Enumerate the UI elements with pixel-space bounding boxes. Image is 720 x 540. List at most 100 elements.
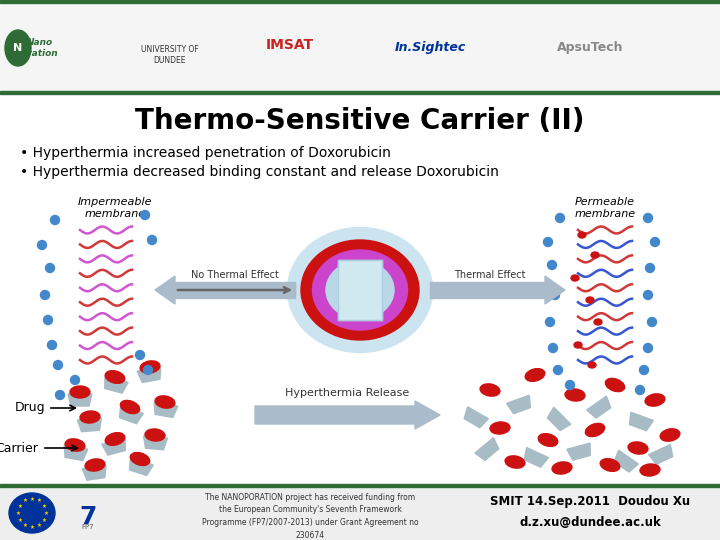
Polygon shape	[545, 276, 565, 304]
Text: SMIT 14.Sep.2011  Doudou Xu
d.z.xu@dundee.ac.uk: SMIT 14.Sep.2011 Doudou Xu d.z.xu@dundee…	[490, 495, 690, 529]
Ellipse shape	[547, 260, 557, 269]
Text: • Hyperthermia increased penetration of Doxorubicin: • Hyperthermia increased penetration of …	[20, 146, 391, 160]
Polygon shape	[649, 444, 672, 464]
Ellipse shape	[646, 264, 654, 273]
Text: ★: ★	[17, 517, 22, 523]
Ellipse shape	[640, 464, 660, 476]
Ellipse shape	[546, 318, 554, 327]
Text: ★: ★	[22, 498, 27, 503]
Ellipse shape	[287, 227, 433, 353]
Polygon shape	[175, 282, 295, 298]
Polygon shape	[102, 438, 125, 455]
Text: ★: ★	[37, 523, 42, 528]
Ellipse shape	[37, 240, 47, 249]
Ellipse shape	[552, 462, 572, 474]
Ellipse shape	[80, 411, 100, 423]
Ellipse shape	[585, 423, 605, 437]
Ellipse shape	[5, 30, 31, 66]
Ellipse shape	[148, 235, 156, 245]
Ellipse shape	[554, 366, 562, 375]
Ellipse shape	[565, 381, 575, 389]
Ellipse shape	[644, 213, 652, 222]
Text: Permeable
membrane: Permeable membrane	[575, 197, 636, 219]
Ellipse shape	[140, 211, 150, 219]
Ellipse shape	[549, 343, 557, 353]
Text: Hyperthermia Release: Hyperthermia Release	[285, 388, 409, 398]
Polygon shape	[587, 396, 611, 418]
Polygon shape	[120, 405, 143, 424]
Text: IMSAT: IMSAT	[266, 38, 314, 52]
Polygon shape	[154, 402, 178, 417]
Polygon shape	[507, 395, 531, 414]
Ellipse shape	[644, 291, 652, 300]
Ellipse shape	[644, 343, 652, 353]
Ellipse shape	[55, 390, 65, 400]
Ellipse shape	[130, 453, 150, 465]
Ellipse shape	[539, 434, 558, 447]
Ellipse shape	[326, 261, 394, 319]
Polygon shape	[629, 412, 653, 431]
Ellipse shape	[639, 366, 649, 375]
Bar	[175, 285, 295, 295]
Ellipse shape	[588, 362, 596, 368]
Ellipse shape	[591, 252, 599, 258]
Ellipse shape	[40, 291, 50, 300]
Ellipse shape	[135, 350, 145, 360]
Ellipse shape	[525, 369, 545, 381]
Text: ★: ★	[42, 517, 47, 523]
Ellipse shape	[301, 240, 419, 340]
Ellipse shape	[551, 291, 559, 300]
Polygon shape	[82, 465, 106, 480]
Text: ★: ★	[42, 503, 47, 509]
Ellipse shape	[594, 319, 602, 325]
Text: ★: ★	[16, 510, 20, 516]
Bar	[338, 260, 382, 320]
Text: ★: ★	[17, 503, 22, 509]
Polygon shape	[130, 457, 153, 476]
Ellipse shape	[105, 370, 125, 383]
Ellipse shape	[143, 366, 153, 375]
Polygon shape	[614, 450, 638, 472]
Ellipse shape	[43, 315, 53, 325]
Polygon shape	[64, 445, 88, 461]
Ellipse shape	[480, 384, 500, 396]
Polygon shape	[78, 418, 102, 432]
Text: ApsuTech: ApsuTech	[557, 42, 624, 55]
Ellipse shape	[600, 458, 620, 471]
Text: ★: ★	[22, 523, 27, 528]
Bar	[0, 487, 720, 540]
Bar	[0, 0, 720, 3]
Polygon shape	[430, 282, 545, 298]
FancyArrow shape	[255, 401, 440, 429]
Polygon shape	[547, 407, 571, 430]
Ellipse shape	[556, 213, 564, 222]
Polygon shape	[567, 443, 590, 460]
Ellipse shape	[650, 238, 660, 246]
Ellipse shape	[505, 456, 525, 468]
Ellipse shape	[120, 400, 140, 414]
Bar	[338, 260, 382, 320]
Ellipse shape	[647, 318, 657, 327]
Ellipse shape	[65, 439, 85, 451]
Polygon shape	[104, 376, 128, 393]
Polygon shape	[143, 436, 168, 450]
Ellipse shape	[45, 264, 55, 273]
Ellipse shape	[578, 232, 586, 238]
Polygon shape	[137, 367, 161, 382]
Ellipse shape	[85, 459, 105, 471]
Ellipse shape	[50, 215, 60, 225]
Ellipse shape	[565, 389, 585, 401]
Ellipse shape	[544, 238, 552, 246]
Text: N: N	[14, 43, 22, 53]
Text: Impermeable
membrane: Impermeable membrane	[78, 197, 152, 219]
Text: • Hyperthermia decreased binding constant and release Doxorubicin: • Hyperthermia decreased binding constan…	[20, 165, 499, 179]
Text: ★: ★	[44, 510, 48, 516]
Text: UNIVERSITY OF
DUNDEE: UNIVERSITY OF DUNDEE	[141, 45, 199, 65]
Ellipse shape	[71, 375, 79, 384]
Text: ★: ★	[30, 496, 35, 502]
Polygon shape	[524, 448, 549, 467]
Ellipse shape	[145, 429, 165, 441]
Text: The NANOPORATION project has received funding from
the European Community's Seve: The NANOPORATION project has received fu…	[202, 493, 418, 539]
Ellipse shape	[571, 275, 579, 281]
Text: ★: ★	[30, 524, 35, 530]
